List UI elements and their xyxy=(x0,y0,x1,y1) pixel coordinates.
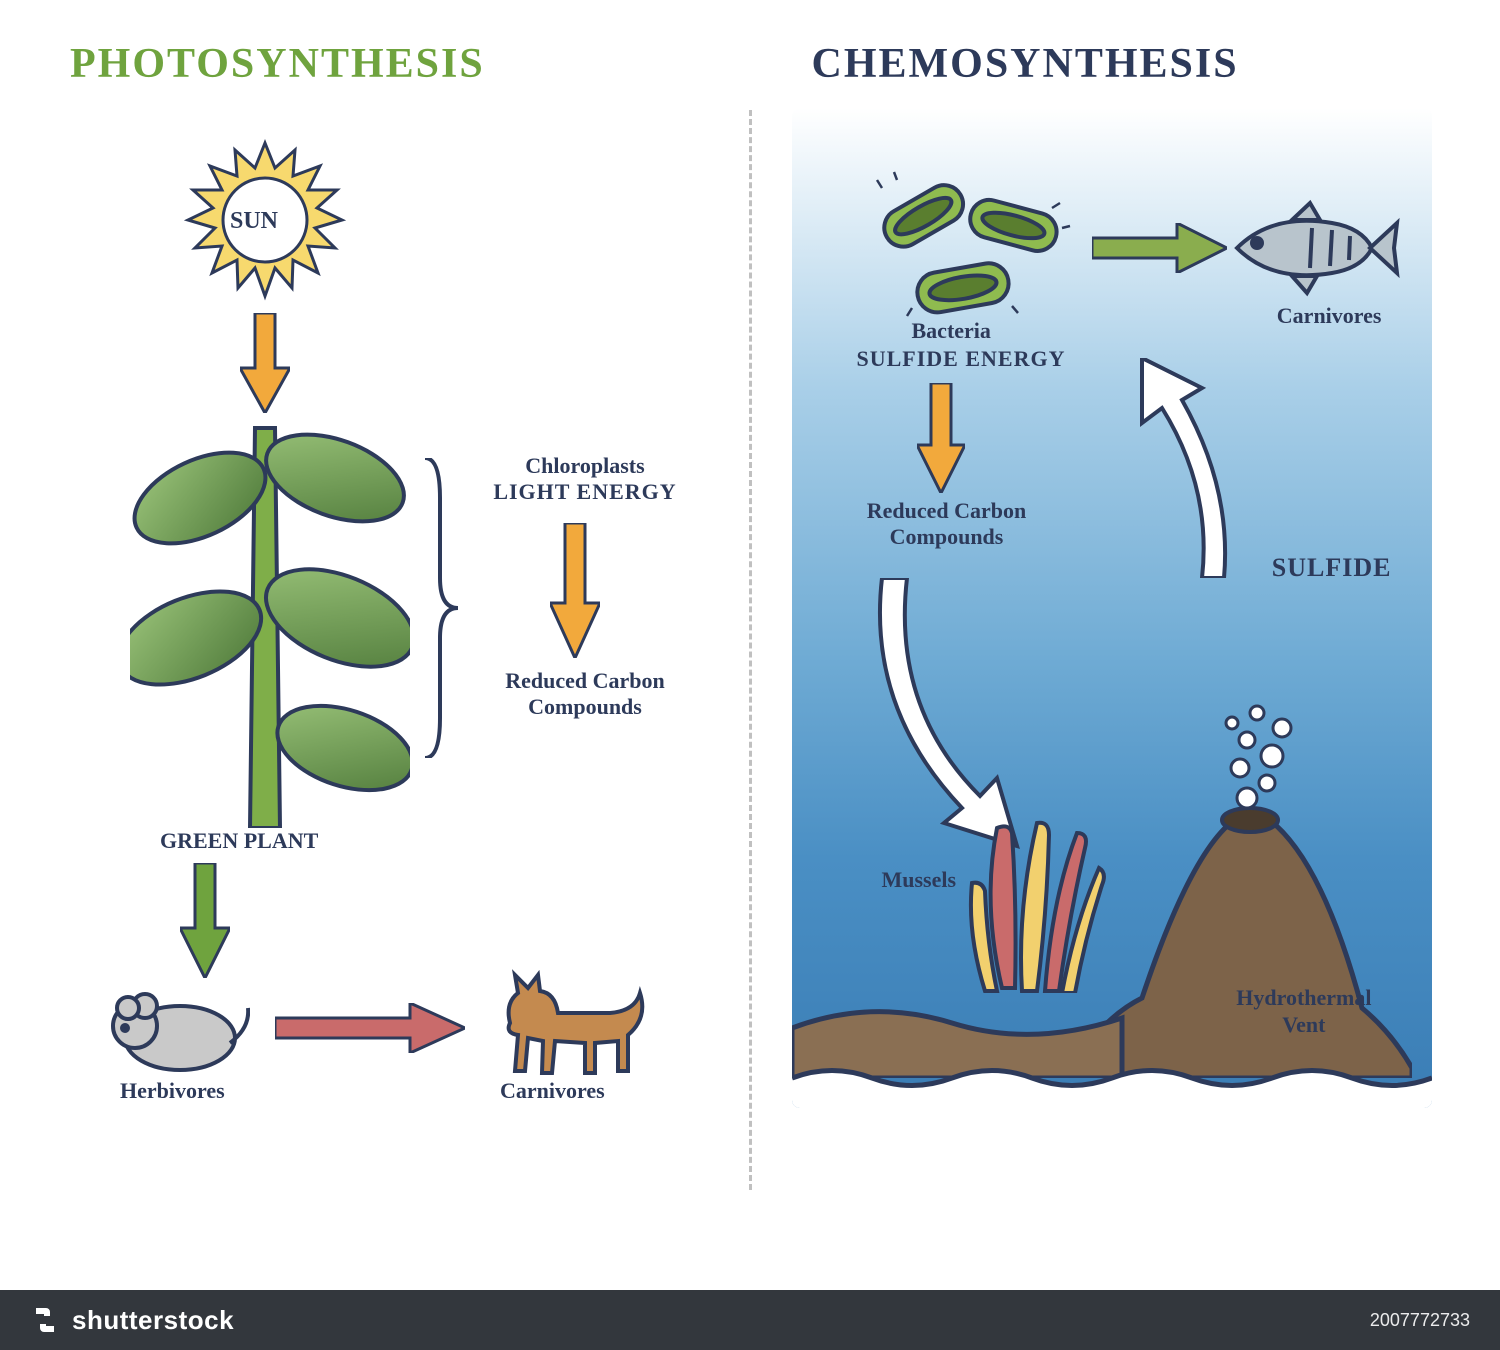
bacteria-label: Bacteria xyxy=(912,318,991,344)
arrow-chloro-rcc xyxy=(550,523,600,658)
plant-label: GREEN PLANT xyxy=(160,828,318,854)
vent-text2: Vent xyxy=(1282,1012,1325,1037)
bracket-icon xyxy=(420,458,460,758)
arrow-sulfide-bact xyxy=(1112,358,1252,578)
bacteria-icon xyxy=(852,168,1082,328)
cat-icon xyxy=(480,963,650,1083)
carnivores-label-left: Carnivores xyxy=(500,1078,605,1104)
plant-icon xyxy=(130,408,410,828)
divider xyxy=(749,110,752,1190)
fish-icon xyxy=(1222,198,1402,298)
rcc2-text1: Reduced Carbon xyxy=(832,498,1062,524)
sulfide-energy-label: SULFIDE ENERGY xyxy=(857,346,1066,372)
photosynthesis-title: PHOTOSYNTHESIS xyxy=(50,40,729,88)
rcc-text2: Compounds xyxy=(470,694,700,720)
footer: shutterstock 2007772733 xyxy=(0,1290,1500,1350)
chemosynthesis-panel: CHEMOSYNTHESIS xyxy=(772,40,1451,1230)
sulfide-label: SULFIDE xyxy=(1272,553,1392,583)
wave-bottom xyxy=(792,1063,1432,1108)
rcc2-text2: Compounds xyxy=(832,524,1062,550)
right-content: Bacteria SULFIDE ENERGY Carni xyxy=(792,108,1432,1108)
footer-left: shutterstock xyxy=(30,1305,234,1336)
chemosynthesis-title: CHEMOSYNTHESIS xyxy=(772,40,1451,88)
arrow-bact-rcc xyxy=(917,383,965,493)
shutterstock-icon xyxy=(30,1305,60,1335)
diagram-container: PHOTOSYNTHESIS SUN xyxy=(0,0,1500,1350)
reduced-carbon-label-right: Reduced Carbon Compounds xyxy=(832,498,1062,550)
sun-label: SUN xyxy=(230,208,278,235)
chloro-text1: Chloroplasts xyxy=(470,453,700,479)
mussels-label: Mussels xyxy=(882,867,957,893)
vent-text1: Hydrothermal xyxy=(1236,985,1371,1010)
arrow-herb-carn xyxy=(275,1003,465,1053)
arrow-bact-fish xyxy=(1092,223,1227,273)
footer-brand: shutterstock xyxy=(72,1305,234,1336)
vent-label: Hydrothermal Vent xyxy=(1236,985,1371,1038)
arrow-sun-plant xyxy=(240,313,290,413)
left-content: SUN xyxy=(50,108,729,1158)
arrow-plant-herb xyxy=(180,863,230,978)
chloroplasts-label: Chloroplasts LIGHT ENERGY xyxy=(470,453,700,505)
carnivores-label-right: Carnivores xyxy=(1277,303,1382,329)
mussels-icon xyxy=(967,813,1107,993)
herbivores-label: Herbivores xyxy=(120,1078,225,1104)
footer-id: 2007772733 xyxy=(1370,1310,1470,1331)
reduced-carbon-label: Reduced Carbon Compounds xyxy=(470,668,700,720)
photosynthesis-panel: PHOTOSYNTHESIS SUN xyxy=(50,40,729,1230)
rcc-text1: Reduced Carbon xyxy=(470,668,700,694)
chloro-text2: LIGHT ENERGY xyxy=(470,479,700,505)
mouse-icon xyxy=(100,978,250,1078)
